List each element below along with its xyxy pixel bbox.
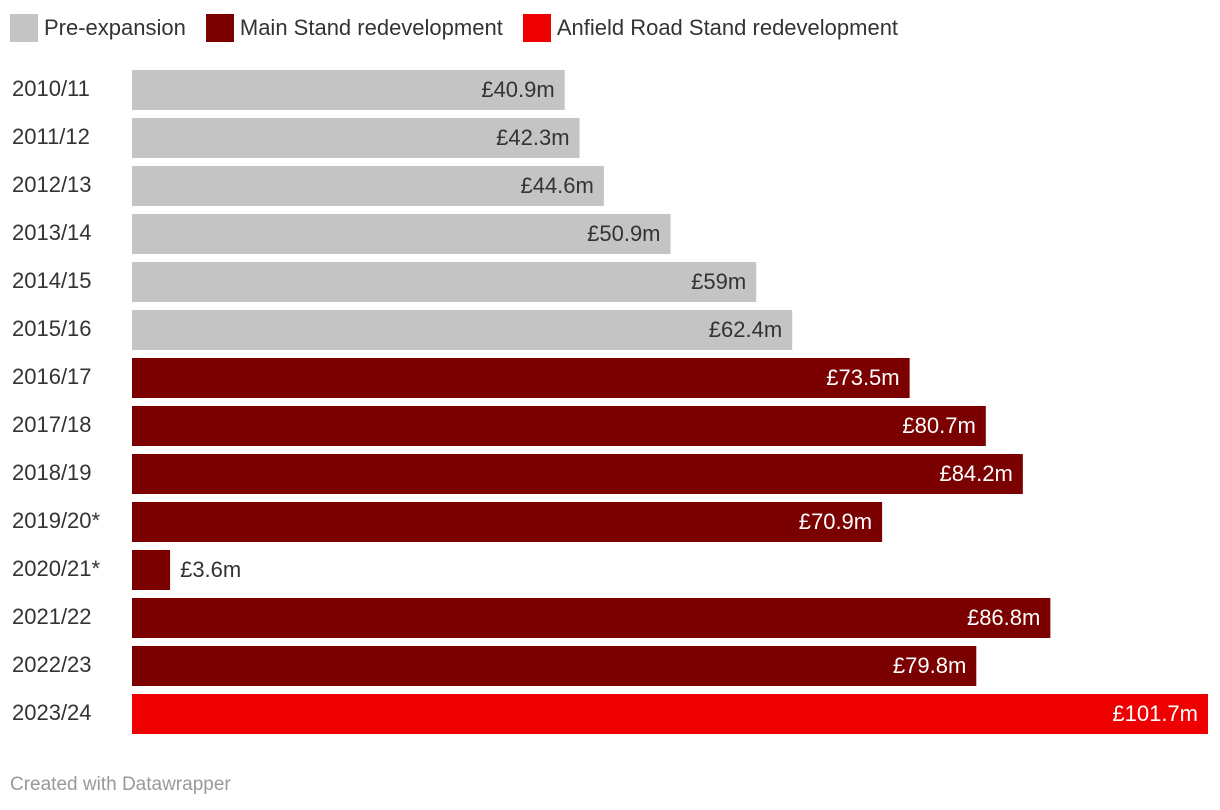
category-label: 2020/21* xyxy=(12,556,101,581)
legend-label-main-stand: Main Stand redevelopment xyxy=(239,15,503,40)
bar-value-label: £80.7m xyxy=(902,413,975,438)
bar xyxy=(132,454,1023,494)
bar xyxy=(132,310,793,350)
bar-value-label: £70.9m xyxy=(799,509,872,534)
bar xyxy=(132,598,1051,638)
category-label: 2013/14 xyxy=(12,220,92,245)
category-label: 2016/17 xyxy=(12,364,92,389)
bar-value-label: £62.4m xyxy=(709,317,782,342)
bar xyxy=(132,502,883,542)
bar xyxy=(132,262,757,302)
category-label: 2015/16 xyxy=(12,316,92,341)
legend-item-main-stand: Main Stand redevelopment xyxy=(205,14,503,42)
bar-value-label: £59m xyxy=(691,269,746,294)
category-label: 2011/12 xyxy=(12,124,90,149)
bar-value-label: £86.8m xyxy=(967,605,1040,630)
legend-item-pre-expansion: Pre-expansion xyxy=(10,14,186,42)
bar-value-label: £50.9m xyxy=(587,221,660,246)
category-label: 2019/20* xyxy=(12,508,101,533)
legend-label-pre-expansion: Pre-expansion xyxy=(44,15,186,40)
category-label: 2010/11 xyxy=(12,76,90,101)
legend-swatch-anfield-road-stand xyxy=(522,14,551,42)
bar-value-label: £42.3m xyxy=(496,125,569,150)
bar-value-label: £44.6m xyxy=(520,173,593,198)
bar-value-label: £84.2m xyxy=(939,461,1012,486)
category-label: 2018/19 xyxy=(12,460,92,485)
bar xyxy=(132,550,171,590)
legend-label-anfield-road-stand: Anfield Road Stand redevelopment xyxy=(556,15,899,40)
bar xyxy=(132,214,671,254)
bar-value-label: £40.9m xyxy=(481,77,554,102)
category-label: 2014/15 xyxy=(12,268,92,293)
category-label: 2017/18 xyxy=(12,412,92,437)
legend-swatch-main-stand xyxy=(205,14,234,42)
bar xyxy=(132,694,1208,734)
footer-credit: Created with Datawrapper xyxy=(10,774,231,795)
bar-value-label: £101.7m xyxy=(1112,701,1198,726)
category-label: 2023/24 xyxy=(12,700,92,725)
category-label: 2022/23 xyxy=(12,652,92,677)
bar-value-label: £73.5m xyxy=(826,365,899,390)
bar xyxy=(132,70,565,110)
bar xyxy=(132,646,977,686)
chart-legend: Pre-expansion Main Stand redevelopment A… xyxy=(10,12,898,44)
bar-value-label: £3.6m xyxy=(180,557,241,582)
legend-swatch-pre-expansion xyxy=(10,14,38,42)
category-label: 2012/13 xyxy=(12,172,92,197)
bar-value-label: £79.8m xyxy=(893,653,966,678)
category-label: 2021/22 xyxy=(12,604,92,629)
bar xyxy=(132,166,604,206)
bar xyxy=(132,358,910,398)
bar xyxy=(132,118,580,158)
bar-chart: 2010/11 £40.9m 2011/12 £42.3m 2012/13 £44.6m 2… xyxy=(12,70,1208,734)
bar xyxy=(132,406,986,446)
legend-item-anfield-road-stand: Anfield Road Stand redevelopment xyxy=(522,14,899,42)
